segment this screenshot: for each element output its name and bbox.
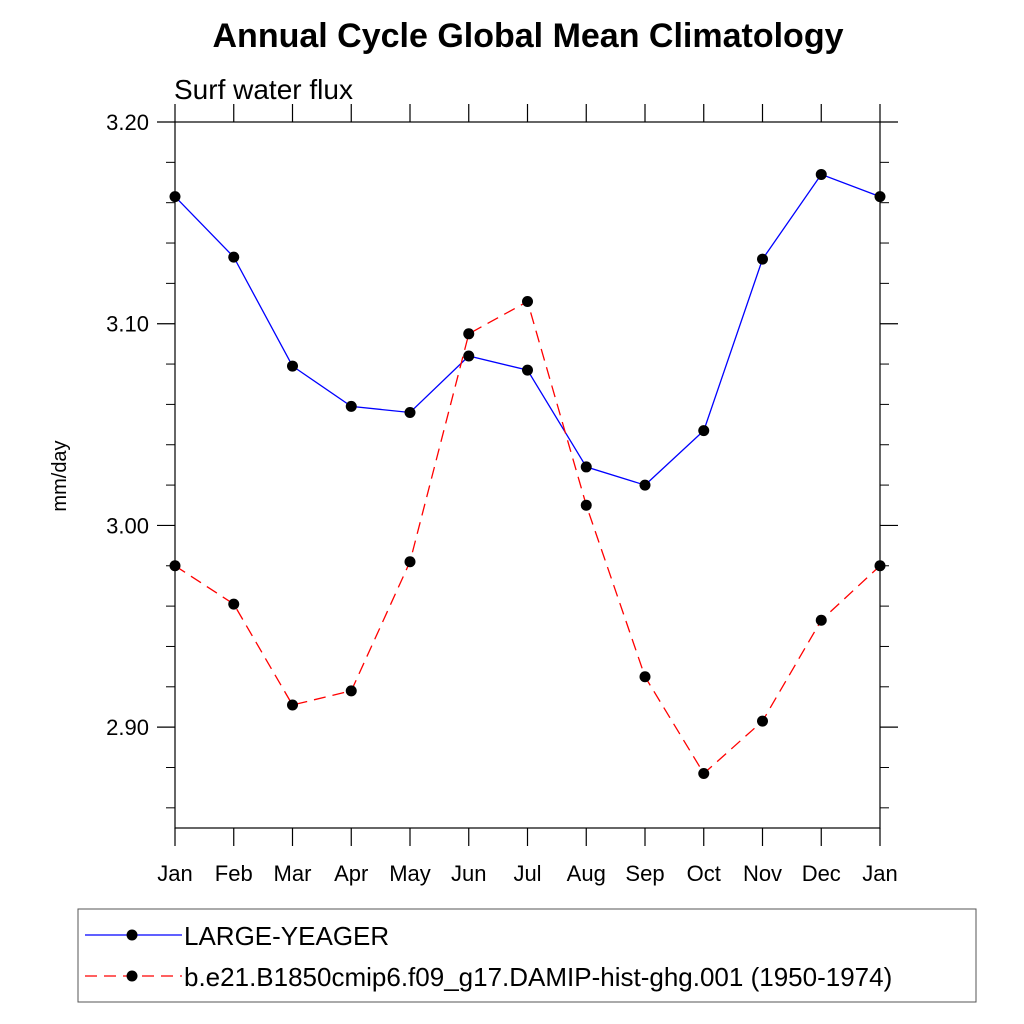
data-point: [639, 479, 651, 491]
data-point: [463, 328, 475, 340]
legend-marker-1: [126, 929, 138, 941]
data-point: [522, 364, 533, 376]
x-tick-label: Jan: [862, 861, 897, 886]
y-tick-label: 3.10: [106, 312, 149, 337]
data-point: [698, 425, 710, 437]
data-point: [757, 253, 768, 265]
chart-title: Annual Cycle Global Mean Climatology: [213, 17, 844, 55]
series-layer: [169, 168, 886, 780]
y-tick-label: 2.90: [106, 715, 149, 740]
chart-subtitle: Surf water flux: [174, 74, 353, 105]
plot-area-border: [174, 121, 881, 829]
axis-ticks: [157, 104, 898, 846]
data-point: [169, 560, 181, 572]
plot-frame: [174, 121, 881, 829]
x-tick-label: Apr: [334, 861, 368, 886]
data-point: [757, 715, 768, 727]
data-point: [522, 296, 533, 308]
data-point: [404, 556, 416, 568]
data-point: [580, 461, 592, 473]
x-tick-label: Nov: [743, 861, 782, 886]
x-tick-labels: Jan Feb Mar Apr May Jun Jul Aug Sep Oct Nov Dec Jan: [157, 861, 897, 886]
x-tick-label: Mar: [274, 861, 312, 886]
y-tick-label: 3.00: [106, 513, 149, 538]
data-point: [815, 614, 827, 626]
data-point: [345, 400, 357, 412]
data-point: [874, 560, 886, 572]
data-point: [228, 251, 240, 263]
y-axis-label: mm/day: [49, 440, 71, 511]
data-point: [698, 768, 710, 780]
data-point: [228, 598, 240, 610]
data-point: [463, 350, 475, 362]
x-tick-label: Jan: [157, 861, 192, 886]
x-tick-label: Feb: [215, 861, 253, 886]
data-point: [345, 685, 357, 697]
legend-label-1: LARGE-YEAGER: [184, 921, 389, 951]
x-tick-label: Oct: [687, 861, 721, 886]
x-tick-label: Jul: [513, 861, 541, 886]
x-tick-label: Dec: [802, 861, 841, 886]
y-tick-labels: 2.90 3.00 3.10 3.20: [106, 110, 149, 740]
legend-box: [77, 908, 977, 1003]
data-point: [404, 406, 416, 418]
series-line: [174, 173, 881, 486]
x-tick-label: Aug: [567, 861, 606, 886]
legend-marker-2: [126, 970, 138, 982]
series-2: [169, 296, 886, 780]
x-tick-label: May: [389, 861, 431, 886]
data-point: [169, 191, 181, 203]
data-point: [287, 360, 298, 372]
y-tick-label: 3.20: [106, 110, 149, 135]
data-point: [815, 168, 827, 180]
data-point: [287, 699, 298, 711]
legend: LARGE-YEAGER b.e21.B1850cmip6.f09_g17.DAM…: [77, 908, 977, 1003]
series-1: [169, 168, 886, 491]
data-point: [874, 191, 886, 203]
x-tick-label: Sep: [625, 861, 664, 886]
data-point: [580, 499, 592, 511]
legend-label-2: b.e21.B1850cmip6.f09_g17.DAMIP-hist-ghg.…: [184, 962, 892, 992]
x-tick-label: Jun: [451, 861, 486, 886]
data-point: [639, 671, 651, 683]
